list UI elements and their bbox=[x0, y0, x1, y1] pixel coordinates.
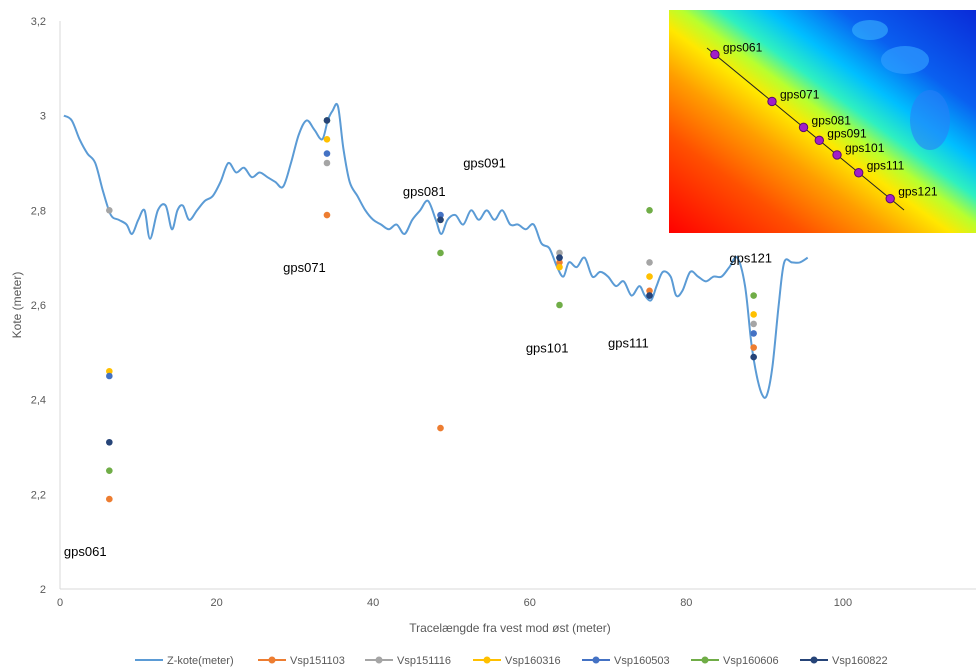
point-vsp160606 bbox=[437, 249, 444, 257]
legend-item: Vsp151103 bbox=[258, 655, 345, 667]
legend-item: Vsp151116 bbox=[365, 655, 451, 667]
point-vsp160822 bbox=[750, 353, 757, 361]
x-tick-label: 0 bbox=[57, 597, 63, 609]
legend-marker bbox=[592, 656, 600, 664]
point-vsp151116 bbox=[646, 259, 653, 266]
point-vsp160606 bbox=[106, 467, 113, 474]
inset-point-gps111 bbox=[853, 168, 864, 178]
legend-label: Vsp151116 bbox=[397, 655, 451, 667]
point-vsp151116 bbox=[750, 320, 757, 328]
point-vsp160606 bbox=[750, 292, 757, 299]
inset-map-blotch bbox=[910, 90, 950, 150]
x-tick-label: 60 bbox=[524, 597, 536, 609]
y-tick-label: 2,8 bbox=[31, 205, 46, 217]
inset-point-gps061 bbox=[710, 49, 720, 60]
x-tick-label: 40 bbox=[367, 597, 379, 609]
y-tick-label: 2,2 bbox=[31, 489, 46, 501]
inset-map-blotch bbox=[881, 46, 929, 74]
point-vsp151103 bbox=[646, 287, 653, 295]
legend-item: Vsp160316 bbox=[473, 655, 561, 667]
legend-label: Vsp160503 bbox=[614, 655, 670, 667]
x-axis-title: Tracelængde fra vest mod øst (meter) bbox=[409, 621, 611, 635]
point-vsp160822 bbox=[323, 117, 331, 124]
legend-label: Vsp160606 bbox=[723, 655, 779, 667]
gps-label-gps081: gps081 bbox=[403, 184, 446, 199]
point-vsp160606 bbox=[646, 207, 653, 214]
inset-map-blotch bbox=[852, 20, 888, 40]
point-vsp160316 bbox=[750, 311, 757, 318]
y-axis-title: Kote (meter) bbox=[10, 272, 24, 339]
legend-item: Vsp160503 bbox=[582, 655, 670, 667]
inset-label-gps121: gps121 bbox=[898, 185, 938, 199]
point-vsp160503 bbox=[323, 150, 331, 157]
inset-label-gps101: gps101 bbox=[845, 141, 885, 155]
point-vsp160822 bbox=[556, 254, 563, 261]
inset-point-gps091 bbox=[814, 135, 824, 146]
y-tick-label: 3,2 bbox=[31, 16, 46, 28]
inset-label-gps071: gps071 bbox=[780, 87, 820, 101]
inset-label-gps081: gps081 bbox=[812, 113, 852, 127]
point-vsp151103 bbox=[750, 344, 757, 351]
legend-item: Vsp160606 bbox=[691, 655, 779, 667]
scatter-points-layer bbox=[106, 117, 757, 503]
point-vsp151116 bbox=[106, 207, 113, 214]
legend-label: Vsp160822 bbox=[832, 655, 888, 667]
inset-label-gps091: gps091 bbox=[827, 126, 867, 140]
legend: Z-kote(meter) Vsp151103 Vsp151116 Vsp160316… bbox=[135, 655, 888, 667]
legend-marker bbox=[701, 656, 709, 664]
inset-label-gps061: gps061 bbox=[723, 40, 763, 54]
legend-item: Vsp160822 bbox=[800, 655, 888, 667]
gps-label-gps111: gps111 bbox=[608, 336, 649, 351]
x-tick-label: 20 bbox=[210, 597, 222, 609]
legend-marker bbox=[268, 656, 276, 664]
gps-label-gps091: gps091 bbox=[463, 156, 506, 171]
z-kote-line bbox=[63, 102, 809, 399]
point-vsp160606 bbox=[556, 301, 563, 309]
inset-point-gps101 bbox=[832, 150, 842, 160]
point-vsp160316 bbox=[106, 367, 113, 375]
point-vsp160503 bbox=[437, 211, 444, 219]
y-tick-label: 2 bbox=[40, 584, 46, 596]
point-vsp151103 bbox=[323, 211, 331, 219]
inset-point-gps121 bbox=[885, 193, 895, 204]
inset-point-gps081 bbox=[798, 122, 809, 133]
gps-label-gps071: gps071 bbox=[283, 260, 326, 275]
gps-annotation-layer: gps061 gps071 gps081 gps091 gps101 gps111 gps1… bbox=[64, 156, 772, 559]
legend-label: Vsp160316 bbox=[505, 655, 561, 667]
point-vsp160316 bbox=[556, 263, 563, 271]
point-vsp160316 bbox=[646, 273, 653, 280]
x-tick-label: 80 bbox=[680, 597, 692, 609]
axes: 0 20 40 60 80 100 2 2,2 2,4 2,6 2,8 3 3,2 bbox=[31, 16, 976, 609]
legend-marker bbox=[375, 656, 383, 664]
point-vsp151116 bbox=[323, 159, 331, 167]
point-vsp160822 bbox=[437, 216, 444, 224]
gps-label-gps101: gps101 bbox=[526, 340, 569, 355]
z-kote-line-layer bbox=[63, 102, 809, 399]
point-vsp160822 bbox=[646, 292, 653, 299]
gps-label-gps121: gps121 bbox=[729, 250, 772, 265]
legend-label: Vsp151103 bbox=[290, 655, 345, 667]
point-vsp151103 bbox=[556, 259, 563, 266]
y-tick-label: 2,4 bbox=[31, 395, 46, 407]
point-vsp160503 bbox=[750, 330, 757, 337]
legend-label: Z-kote(meter) bbox=[167, 655, 234, 667]
inset-label-gps111: gps111 bbox=[867, 159, 905, 173]
point-vsp151103 bbox=[437, 424, 444, 432]
point-vsp160316 bbox=[323, 136, 331, 143]
point-vsp151103 bbox=[106, 495, 113, 503]
x-tick-label: 100 bbox=[834, 597, 852, 609]
legend-item: Z-kote(meter) bbox=[135, 655, 234, 667]
inset-point-gps071 bbox=[767, 96, 777, 107]
legend-marker bbox=[810, 656, 818, 664]
point-vsp160503 bbox=[106, 372, 113, 380]
legend-marker bbox=[483, 656, 491, 664]
y-tick-label: 2,6 bbox=[31, 300, 46, 312]
point-vsp160822 bbox=[106, 438, 113, 446]
y-tick-label: 3 bbox=[40, 111, 46, 123]
point-vsp151116 bbox=[556, 249, 563, 257]
gps-label-gps061: gps061 bbox=[64, 544, 107, 559]
